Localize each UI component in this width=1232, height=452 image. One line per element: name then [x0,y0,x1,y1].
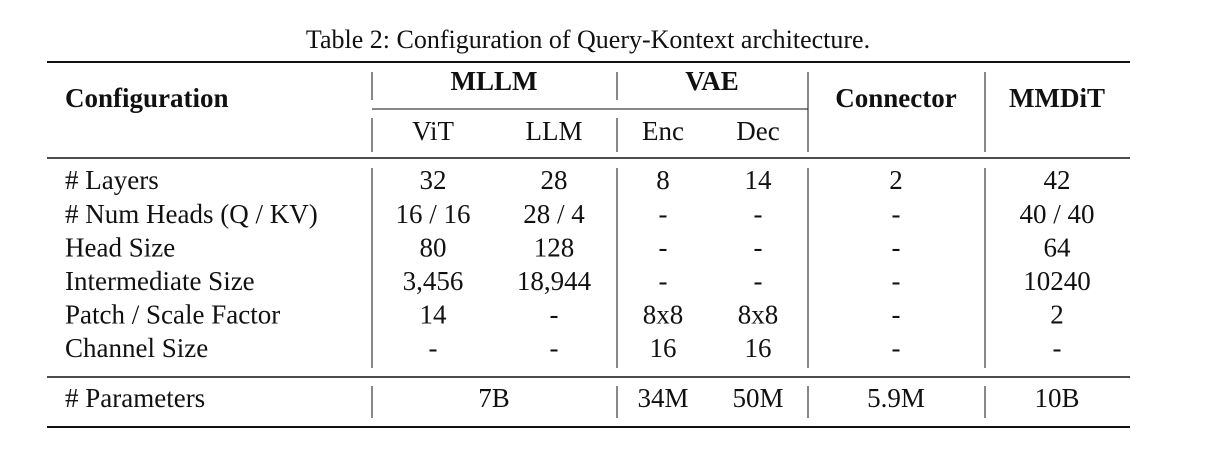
cell: - [892,266,901,296]
header-label: Configuration [65,83,229,113]
column-separators [371,72,986,418]
cell: - [550,333,559,363]
cell: 34M [637,383,688,413]
cell: 42 [1044,165,1071,195]
cell: - [1053,333,1062,363]
row-label: Head Size [65,232,175,262]
cell: 14 [745,165,773,195]
cell: 8 [656,165,670,195]
cell: 5.9M [867,383,925,413]
cell: - [892,232,901,262]
subcolumn-header: ViT [412,116,454,146]
cell: - [754,266,763,296]
cell: - [892,333,901,363]
cell: - [659,232,668,262]
cell: - [754,232,763,262]
cell: - [659,266,668,296]
cell: 16 [745,333,772,363]
cell: - [892,199,901,229]
cell: - [550,300,559,330]
cell: 2 [889,165,903,195]
row-label: Channel Size [65,333,208,363]
cell: 10B [1034,383,1079,413]
cell: - [659,199,668,229]
row-label: # Layers [65,165,159,195]
cell: 16 [650,333,677,363]
cell: 16 / 16 [395,199,470,229]
cell: 64 [1044,232,1072,262]
group-header: MMDiT [1009,83,1105,113]
cell: 2 [1050,300,1064,330]
cell: 128 [534,232,575,262]
cell: 7B [478,383,510,413]
caption: Table 2: Configuration of Query-Kontext … [306,25,870,54]
group-header: Connector [835,83,956,113]
subcolumn-header: Dec [736,116,779,146]
cell: 8x8 [738,300,779,330]
cell: 10240 [1023,266,1091,296]
cell: 32 [420,165,447,195]
subcolumn-header: Enc [642,116,684,146]
group-header: VAE [685,66,739,96]
cell: 18,944 [517,266,592,296]
cell: - [429,333,438,363]
row-label: # Parameters [65,383,205,413]
cell: 50M [732,383,783,413]
row-label: Intermediate Size [65,266,255,296]
cell: 14 [420,300,448,330]
cell: 3,456 [403,266,464,296]
cell: 80 [420,232,447,262]
cell: 8x8 [643,300,684,330]
cell: - [892,300,901,330]
cell: - [754,199,763,229]
row-label: Patch / Scale Factor [65,300,280,330]
group-header: MLLM [451,66,538,96]
cell: 28 / 4 [523,199,585,229]
cell: 40 / 40 [1019,199,1094,229]
cell: 28 [541,165,568,195]
subcolumn-header: LLM [526,116,583,146]
row-label: # Num Heads (Q / KV) [65,199,318,229]
